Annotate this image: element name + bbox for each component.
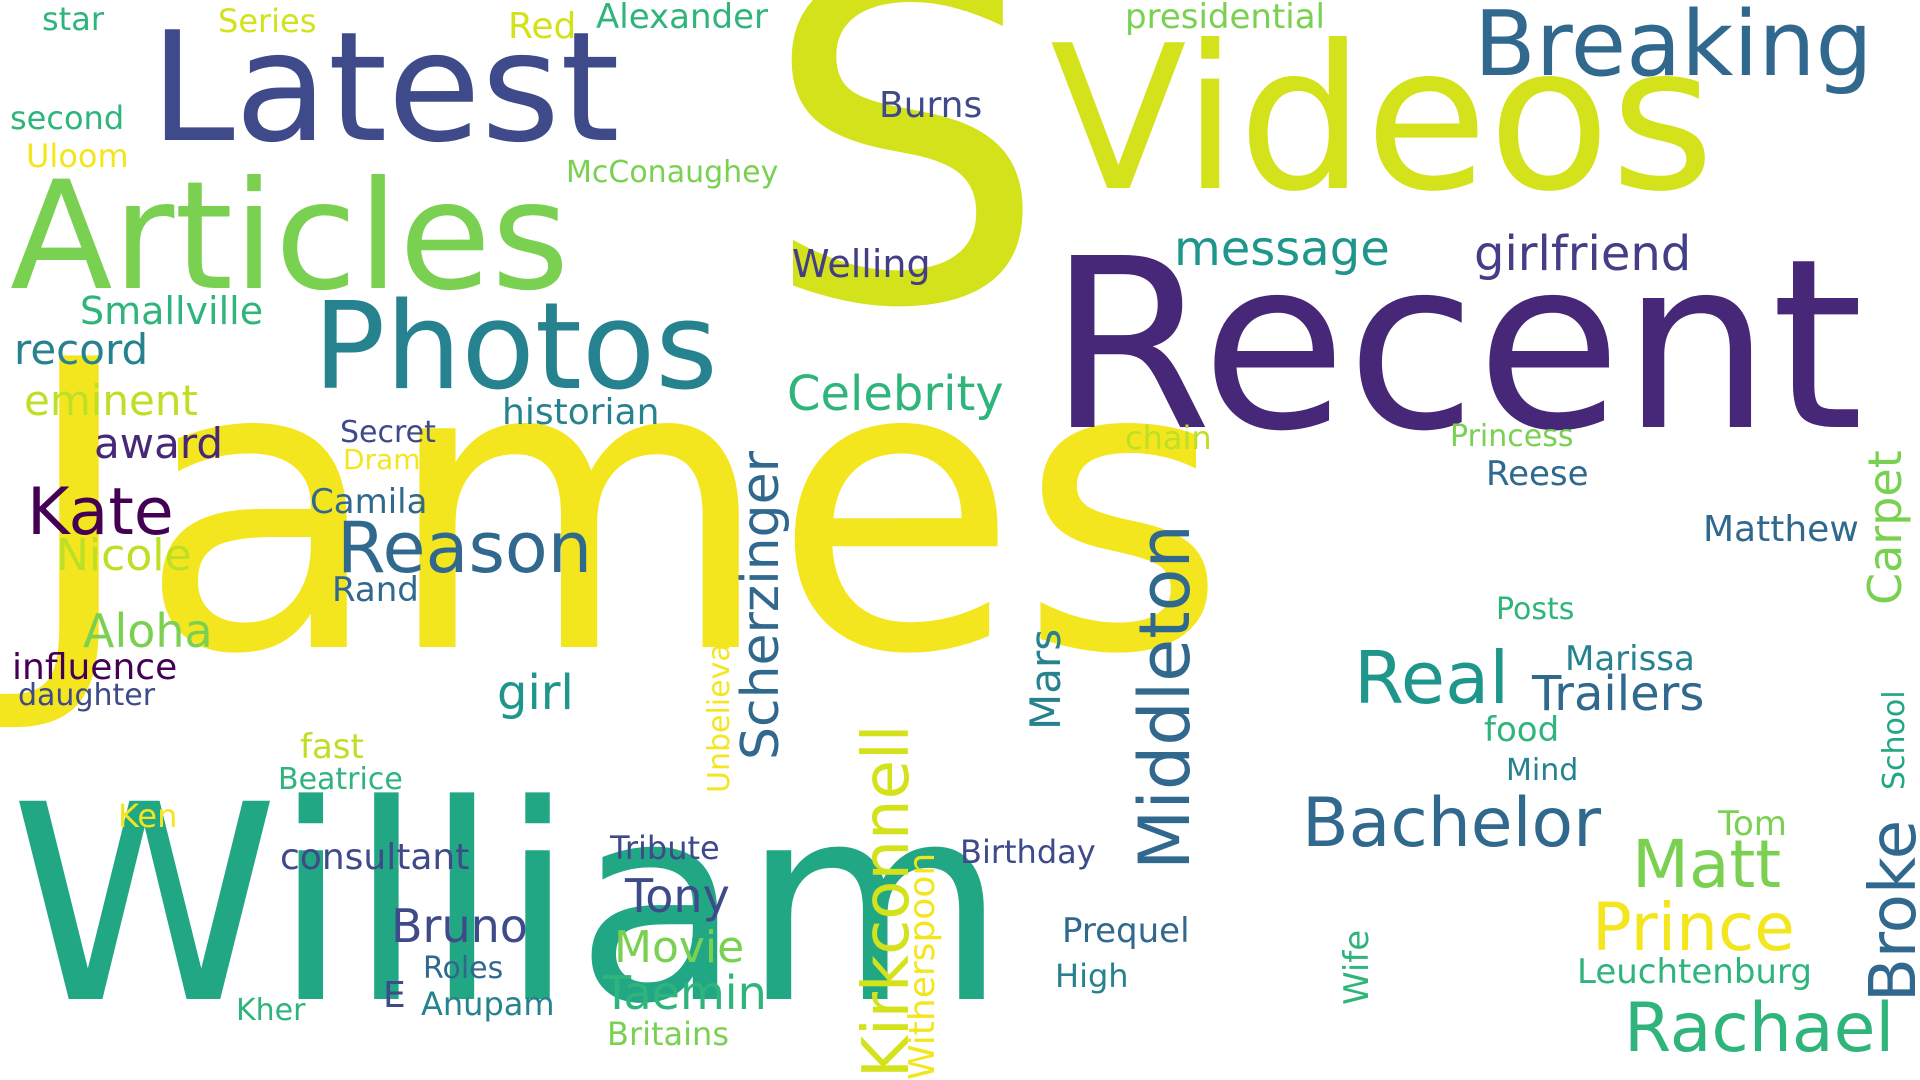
word-celebrity: Celebrity xyxy=(787,366,1004,422)
word-influence: influence xyxy=(12,647,178,688)
word-broke: Broke xyxy=(1857,819,1920,1002)
word-girl: girl xyxy=(497,665,574,721)
word-message: message xyxy=(1174,221,1390,277)
word-mars: Mars xyxy=(1021,628,1070,730)
word-prequel: Prequel xyxy=(1062,911,1190,951)
word-wife: Wife xyxy=(1337,929,1377,1005)
word-presidential: presidential xyxy=(1125,0,1325,37)
word-drama: Drama xyxy=(343,443,438,476)
word-birthday: Birthday xyxy=(960,833,1096,871)
word-camila: Camila xyxy=(310,482,428,522)
word-trailers: Trailers xyxy=(1532,666,1705,722)
word-james: James xyxy=(20,277,1228,742)
word-award: award xyxy=(94,419,224,468)
word-welling: Welling xyxy=(792,242,931,286)
word-tribute: Tribute xyxy=(610,829,720,867)
word-carpet: Carpet xyxy=(1858,450,1912,605)
word-burns: Burns xyxy=(879,85,983,126)
word-roles: Roles xyxy=(423,951,504,986)
word-videos: Videos xyxy=(1050,3,1715,236)
word-william: William xyxy=(10,748,1007,1064)
word-mcconaughey: McConaughey xyxy=(566,155,779,190)
word-witherspoon: Witherspoon xyxy=(902,852,943,1080)
word-historian: historian xyxy=(502,392,660,433)
word-bachelor: Bachelor xyxy=(1302,784,1602,863)
word-ken: Ken xyxy=(118,797,178,835)
word-food: food xyxy=(1484,710,1560,750)
word-matt: Matt xyxy=(1632,826,1782,903)
word-reason: Reason xyxy=(337,507,593,589)
word-matthew: Matthew xyxy=(1703,509,1859,550)
word-alexander: Alexander xyxy=(596,0,769,37)
word-series: Series xyxy=(218,2,317,40)
word-photos: Photos xyxy=(313,278,718,417)
word-red: Red xyxy=(508,6,577,47)
word-star: star xyxy=(42,0,104,38)
word-girlfriend: girlfriend xyxy=(1474,226,1692,282)
word-taemin: Taemin xyxy=(603,966,767,1020)
word-consultant: consultant xyxy=(280,837,470,878)
word-britains: Britains xyxy=(607,1015,729,1053)
word-secret: Secret xyxy=(340,415,436,450)
word-posts: Posts xyxy=(1496,592,1575,627)
word-bruno: Bruno xyxy=(391,899,528,953)
word-beatrice: Beatrice xyxy=(278,762,403,797)
word-kher: Kher xyxy=(236,993,306,1028)
word-scherzinger: Scherzinger xyxy=(731,450,791,760)
word-chain: chain xyxy=(1125,419,1212,457)
word-princess: Princess xyxy=(1450,419,1574,454)
word-kate: Kate xyxy=(27,475,174,550)
word-mind: Mind xyxy=(1506,753,1579,788)
word-eminent: eminent xyxy=(24,376,198,425)
word-daughter: daughter xyxy=(18,678,156,713)
word-reese: Reese xyxy=(1486,454,1589,494)
word-rand: Rand xyxy=(332,570,419,610)
word-marissa: Marissa xyxy=(1565,639,1695,679)
word-unbelievable: Unbelievable xyxy=(702,597,737,793)
word-recent: Recent xyxy=(1048,208,1864,483)
word-school: School xyxy=(1877,690,1912,790)
word-articles: Articles xyxy=(10,150,570,324)
word-record: record xyxy=(14,325,149,374)
word-tom: Tom xyxy=(1718,804,1787,844)
word-aloha: Aloha xyxy=(83,604,213,658)
word-rachael: Rachael xyxy=(1624,989,1895,1068)
word-leuchtenburg: Leuchtenburg xyxy=(1577,952,1812,992)
word-smallville: Smallville xyxy=(80,289,264,333)
word-uloom: Uloom xyxy=(26,137,129,175)
word-breaking: Breaking xyxy=(1474,0,1873,97)
word-anupam: Anupam xyxy=(421,985,555,1023)
word-prince: Prince xyxy=(1592,889,1795,966)
word-nicole: Nicole xyxy=(56,530,192,581)
word-movie: Movie xyxy=(614,922,745,973)
word-middleton: Middleton xyxy=(1124,524,1206,870)
word-fast: fast xyxy=(300,727,364,767)
word-real: Real xyxy=(1354,636,1510,720)
word-latest: Latest xyxy=(150,0,620,176)
word-high: High xyxy=(1055,957,1129,995)
word-second: second xyxy=(10,99,125,137)
word-s: S xyxy=(762,0,1048,407)
word-tony: Tony xyxy=(625,869,730,923)
word-e: E xyxy=(383,975,406,1016)
